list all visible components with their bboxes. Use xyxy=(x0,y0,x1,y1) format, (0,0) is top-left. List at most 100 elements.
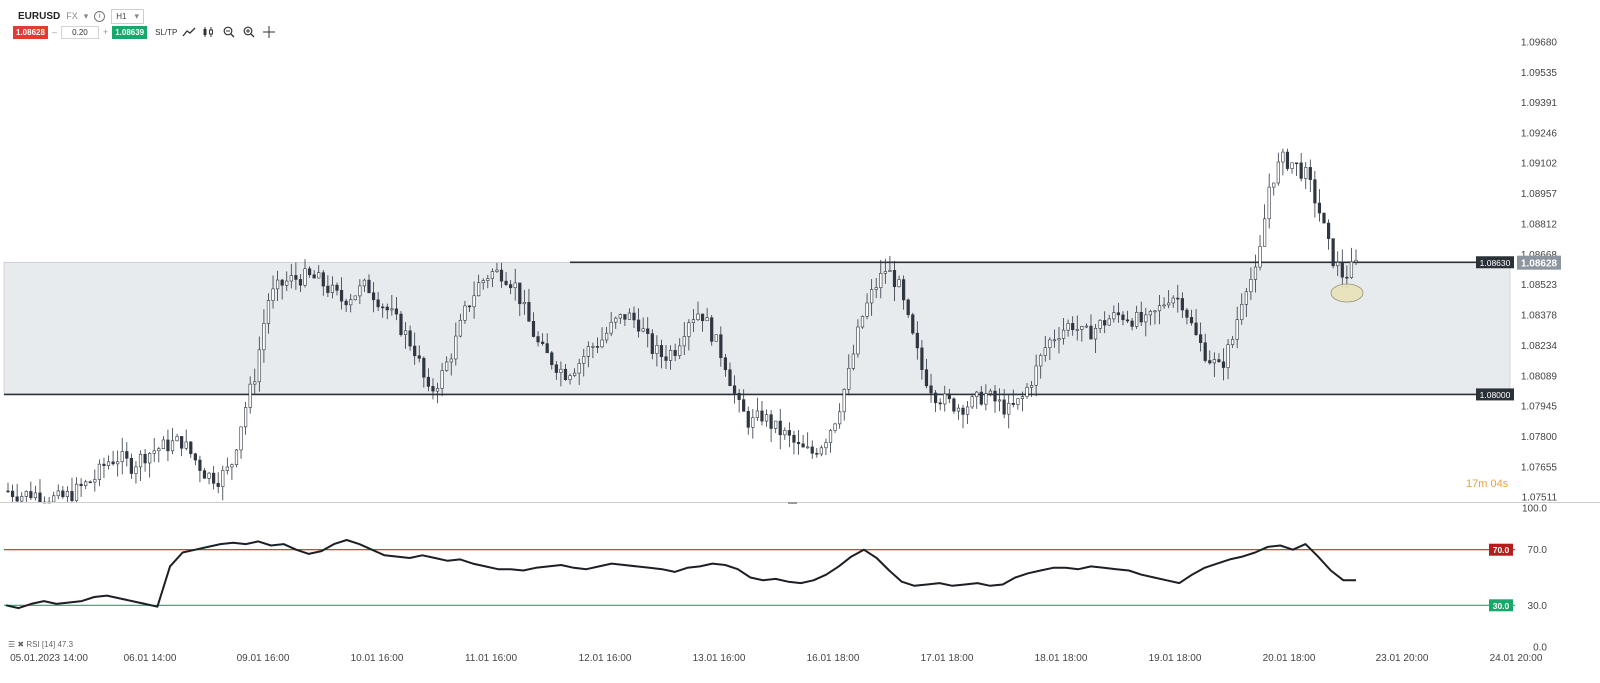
candle xyxy=(883,258,887,284)
candle-body xyxy=(1048,339,1052,348)
candle-body xyxy=(870,289,874,304)
candle-body xyxy=(24,491,28,497)
candle-body xyxy=(1089,325,1093,340)
settings-icon[interactable]: ☰ xyxy=(8,640,16,649)
candle-body xyxy=(1125,319,1130,322)
lot-increase-button[interactable]: + xyxy=(102,27,109,37)
candle-body xyxy=(783,430,787,436)
x-tick-label: 18.01 18:00 xyxy=(1035,653,1088,664)
candle-body xyxy=(778,420,782,436)
candle xyxy=(819,445,823,457)
candle-body xyxy=(472,295,476,308)
y-tick-label: 1.09680 xyxy=(1521,38,1558,49)
candle-body xyxy=(897,279,901,288)
candle xyxy=(116,450,120,477)
candle xyxy=(997,388,1002,412)
candle-body xyxy=(244,407,248,428)
candle xyxy=(760,401,764,426)
candle-body xyxy=(842,389,846,413)
candle xyxy=(582,348,586,377)
range-zone xyxy=(3,261,1511,395)
candle xyxy=(248,376,252,414)
candle-body xyxy=(1011,402,1015,405)
candle-body xyxy=(239,426,243,451)
candle-body xyxy=(207,472,211,479)
candle xyxy=(609,312,613,337)
rsi-indicator-label[interactable]: ☰ ✖ RSI [14] 47.3 xyxy=(8,640,73,649)
sell-button[interactable]: 1.08628 xyxy=(13,25,48,39)
candle xyxy=(636,308,641,338)
candle-body xyxy=(650,333,654,354)
y-tick-label: 1.08089 xyxy=(1521,371,1558,382)
candle xyxy=(728,362,732,387)
candle xyxy=(1103,311,1107,334)
candle-body xyxy=(1016,398,1020,405)
rsi-line xyxy=(5,539,1356,610)
chevron-down-icon[interactable]: ▾ xyxy=(83,10,89,21)
close-icon[interactable]: ✖ xyxy=(17,640,25,649)
candle xyxy=(769,410,773,443)
candle-body xyxy=(134,466,138,474)
candle-body xyxy=(499,269,504,282)
info-icon[interactable]: i xyxy=(94,10,106,22)
lot-input[interactable]: 0.20 xyxy=(60,25,99,39)
candle-body xyxy=(796,441,801,445)
candle-body xyxy=(824,442,828,449)
candle xyxy=(545,333,549,354)
candle xyxy=(399,310,403,337)
x-tick-label: 24.01 20:00 xyxy=(1490,653,1543,664)
candle xyxy=(655,335,659,367)
x-tick-label: 23.01 20:00 xyxy=(1376,653,1429,664)
candlestick-icon[interactable] xyxy=(201,25,217,39)
candle-body xyxy=(582,356,586,364)
timeframe-select[interactable]: H1 ▾ xyxy=(111,8,145,24)
candle xyxy=(764,409,769,427)
zoom-in-icon[interactable] xyxy=(241,25,257,39)
candle-body xyxy=(1020,396,1025,399)
hline-label: 1.08000 xyxy=(1480,390,1511,400)
candle xyxy=(614,316,618,329)
timeframe-value: H1 xyxy=(116,11,127,21)
candle xyxy=(1057,326,1061,354)
candle xyxy=(161,436,165,450)
candle xyxy=(79,478,83,497)
candle xyxy=(975,390,979,409)
candle-body xyxy=(1194,322,1198,335)
lot-decrease-button[interactable]: – xyxy=(51,27,57,37)
candle xyxy=(1203,333,1207,363)
candle-body xyxy=(1258,246,1262,268)
candle xyxy=(934,389,938,412)
candle xyxy=(207,471,211,485)
y-tick-label: 1.09535 xyxy=(1521,68,1558,79)
hline-label-box xyxy=(1476,256,1514,269)
candle-body xyxy=(801,443,805,448)
buy-button[interactable]: 1.08639 xyxy=(112,25,148,39)
candle-body xyxy=(1007,402,1011,415)
sltp-button[interactable]: SL/TP xyxy=(155,27,178,37)
zoom-out-icon[interactable] xyxy=(221,25,237,39)
candle-body xyxy=(486,278,490,281)
line-chart-icon[interactable] xyxy=(181,25,197,39)
candle xyxy=(513,268,517,301)
candle xyxy=(216,472,220,494)
candle xyxy=(1116,302,1120,323)
candle xyxy=(1093,324,1098,353)
candle-body xyxy=(614,317,618,323)
candle xyxy=(93,469,97,492)
candle-body xyxy=(902,279,906,301)
candle-body xyxy=(376,299,380,308)
candle xyxy=(714,334,718,342)
candle xyxy=(1340,249,1344,289)
x-tick-label: 17.01 18:00 xyxy=(921,653,974,664)
candle-body xyxy=(984,393,988,405)
candle-body xyxy=(536,336,540,343)
candle-body xyxy=(20,496,24,502)
candle-body xyxy=(728,369,732,387)
candle-body xyxy=(234,449,239,465)
crosshair-icon[interactable] xyxy=(261,25,277,39)
candle xyxy=(1002,389,1006,419)
candle xyxy=(979,385,983,406)
symbol-name[interactable]: EURUSD xyxy=(18,10,61,22)
candle xyxy=(70,477,74,502)
